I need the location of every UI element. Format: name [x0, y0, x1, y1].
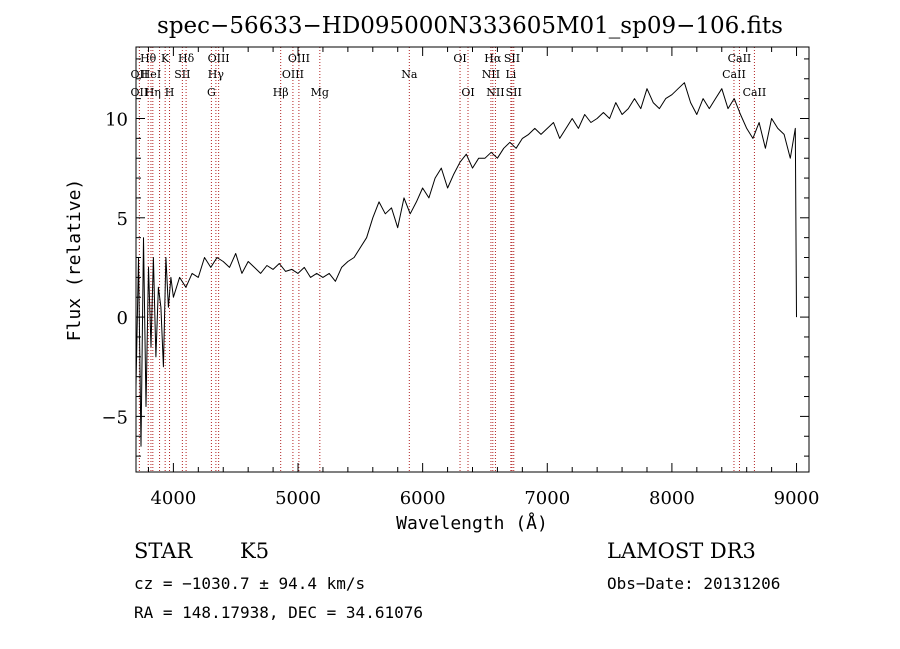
line-label: OIII [208, 52, 230, 65]
line-label: Hδ [178, 52, 195, 65]
line-label: SII [506, 86, 522, 99]
observation-date: Obs−Date: 20131206 [607, 574, 781, 593]
x-tick-label: 7000 [524, 488, 570, 509]
x-tick-label: 9000 [774, 488, 820, 509]
y-axis-ticks: −5 0 5 10 [101, 58, 809, 457]
line-label: CaII [722, 68, 746, 81]
line-label: NII [482, 68, 500, 81]
line-label: K [161, 52, 170, 65]
line-label: Li [505, 68, 516, 81]
line-label: Hβ [273, 86, 289, 99]
line-label: OII [131, 68, 149, 81]
y-tick-label: 0 [117, 308, 128, 329]
y-tick-label: −5 [101, 407, 128, 428]
spectral-subclass: K5 [240, 539, 270, 563]
redshift-velocity: cz = −1030.7 ± 94.4 km/s [134, 574, 366, 593]
x-tick-label: 8000 [649, 488, 695, 509]
line-label: SII [174, 68, 190, 81]
line-label: NII [486, 86, 504, 99]
x-tick-label: 4000 [150, 488, 196, 509]
x-axis-label: Wavelength (Å) [396, 512, 548, 534]
chart-title: spec−56633−HD095000N333605M01_sp09−106.f… [157, 13, 783, 39]
line-label: OI [461, 86, 474, 99]
line-label: SII [504, 52, 520, 65]
plot-frame [135, 46, 810, 473]
sky-coordinates: RA = 148.17938, DEC = 34.61076 [134, 603, 423, 622]
line-label: OIII [282, 68, 304, 81]
x-tick-label: 6000 [400, 488, 446, 509]
line-label: OII [131, 86, 149, 99]
line-label: Hθ [140, 52, 157, 65]
line-label: HeI [141, 68, 161, 81]
line-label: OI [453, 52, 466, 65]
line-label: H [165, 86, 175, 99]
y-tick-label: 5 [117, 209, 128, 230]
spectrum-line [135, 82, 797, 447]
emission-line-markers [138, 47, 755, 472]
y-axis-label: Flux (relative) [64, 179, 85, 342]
line-label: Na [401, 68, 418, 81]
line-label: Hη [145, 86, 161, 99]
object-class: STAR [134, 539, 193, 563]
line-label: Hγ [208, 68, 225, 81]
line-label: CaII [743, 86, 767, 99]
x-tick-label: 5000 [275, 488, 321, 509]
line-label: OIII [288, 52, 310, 65]
line-label: Mg [311, 86, 329, 99]
line-label: CaII [728, 52, 752, 65]
line-label: G [207, 86, 216, 99]
y-tick-label: 10 [105, 109, 128, 130]
line-label: Hα [484, 52, 502, 65]
survey-name: LAMOST DR3 [607, 539, 756, 563]
x-axis-ticks: 4000 5000 6000 7000 8000 9000 [147, 47, 820, 509]
